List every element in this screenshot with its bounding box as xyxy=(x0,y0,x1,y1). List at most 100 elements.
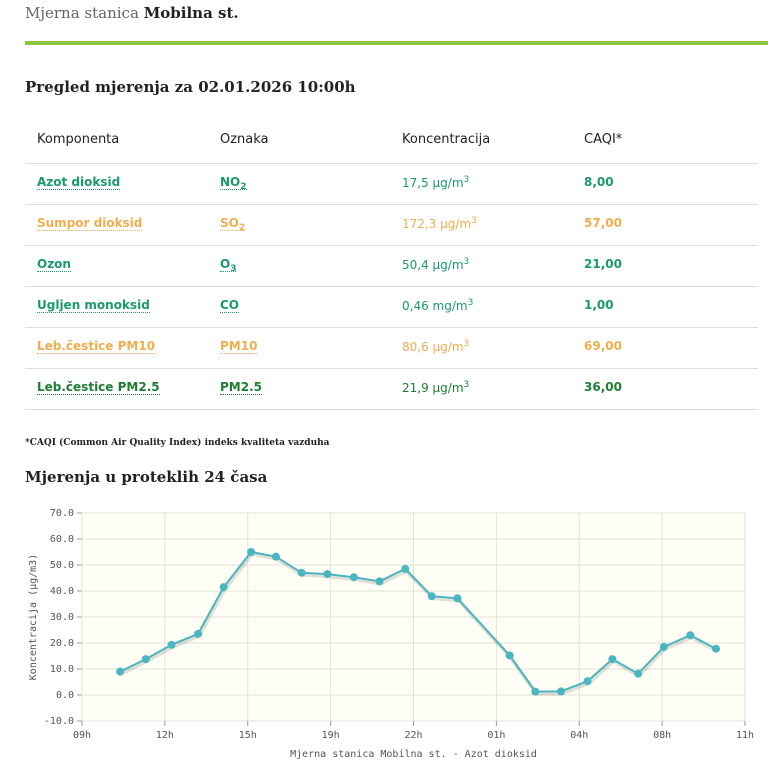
y-tick-label: 70.0 xyxy=(50,508,74,519)
point xyxy=(453,594,462,603)
y-tick-label: 30.0 xyxy=(50,612,74,623)
row-border xyxy=(25,368,758,369)
cell-symbol[interactable]: PM2.5 xyxy=(220,380,262,395)
row-border xyxy=(25,245,758,246)
symbol-sub: 3 xyxy=(230,264,237,274)
y-tick-label: 0.0 xyxy=(56,690,74,701)
x-tick-label: 15h xyxy=(239,730,257,741)
x-tick-label: 12h xyxy=(156,730,174,741)
header-prefix: Mjerna stanica xyxy=(25,4,139,22)
row-border xyxy=(25,409,758,410)
symbol-link: PM2.5 xyxy=(220,380,262,395)
point xyxy=(505,651,514,660)
name-link: Sumpor dioksid xyxy=(37,216,143,231)
point xyxy=(583,677,592,686)
name-link: Azot dioksid xyxy=(37,175,121,190)
concentration-sup: 3 xyxy=(467,298,474,308)
point xyxy=(531,687,540,696)
cell-concentration: 21,9 μg/m3 xyxy=(402,380,469,395)
cell-symbol[interactable]: PM10 xyxy=(220,339,258,354)
cell-caqi: 57,00 xyxy=(584,216,622,230)
overview-title: Pregled mjerenja za 02.01.2026 10:00h xyxy=(25,78,356,96)
point xyxy=(401,564,410,573)
cell-caqi: 8,00 xyxy=(584,175,614,189)
cell-name[interactable]: Leb.čestice PM2.5 xyxy=(37,380,160,395)
symbol-link: SO2 xyxy=(220,216,246,233)
row-border xyxy=(25,286,758,287)
point xyxy=(167,640,176,649)
cell-caqi: 1,00 xyxy=(584,298,614,312)
point xyxy=(323,570,332,579)
y-tick-label: 50.0 xyxy=(50,560,74,571)
y-tick-label: 60.0 xyxy=(50,534,74,545)
concentration-sup: 3 xyxy=(463,339,470,349)
y-tick-label: 20.0 xyxy=(50,638,74,649)
point xyxy=(247,548,256,556)
chart: -10.0 0.0 10.0 20.0 30.0 40.0 50.0 60.0 70.0 09h 1… xyxy=(28,508,754,760)
cell-concentration: 172,3 μg/m3 xyxy=(402,216,477,231)
point xyxy=(116,667,125,676)
symbol: SO xyxy=(220,216,239,230)
table-header: Koncentracija xyxy=(402,132,491,147)
point xyxy=(271,552,280,561)
x-tick-label: 19h xyxy=(322,730,340,741)
concentration: 17,5 μg/m xyxy=(402,176,464,190)
cell-name[interactable]: Ugljen monoksid xyxy=(37,298,150,313)
point xyxy=(634,669,643,678)
cell-name[interactable]: Ozon xyxy=(37,257,71,272)
name-link: Ugljen monoksid xyxy=(37,298,150,313)
cell-name[interactable]: Azot dioksid xyxy=(37,175,121,190)
cell-caqi: 36,00 xyxy=(584,380,622,394)
name-link: Leb.čestice PM10 xyxy=(37,339,156,354)
x-tick-label: 01h xyxy=(487,730,505,741)
table-header: Komponenta xyxy=(37,132,120,147)
cell-caqi: 69,00 xyxy=(584,339,622,353)
x-axis-label: Mjerna stanica Mobilna st. - Azot dioksi… xyxy=(290,749,537,760)
point xyxy=(557,687,566,696)
point xyxy=(297,568,306,577)
y-axis-label: Koncentracija (μg/m3) xyxy=(28,554,39,680)
symbol-sub: 2 xyxy=(238,223,246,233)
point xyxy=(194,629,203,638)
symbol-link: PM10 xyxy=(220,339,258,354)
header: Mjerna stanica Mobilna st. xyxy=(25,4,239,22)
cell-name[interactable]: Sumpor dioksid xyxy=(37,216,143,231)
cell-concentration: 0,46 mg/m3 xyxy=(402,298,473,313)
concentration-sup: 3 xyxy=(471,216,477,226)
cell-concentration: 17,5 μg/m3 xyxy=(402,175,469,190)
concentration: 172,3 μg/m xyxy=(402,217,472,231)
cell-symbol[interactable]: CO xyxy=(220,298,240,313)
x-tick-label: 11h xyxy=(736,730,754,741)
point xyxy=(427,592,436,601)
symbol: PM2.5 xyxy=(220,380,262,394)
cell-symbol[interactable]: NO2 xyxy=(220,175,247,192)
y-tick-label: -10.0 xyxy=(44,716,74,727)
cell-caqi: 21,00 xyxy=(584,257,622,271)
concentration: 80,6 μg/m xyxy=(402,340,464,354)
table-header: Oznaka xyxy=(220,132,269,147)
concentration: 21,9 μg/m xyxy=(402,381,464,395)
symbol-link: NO2 xyxy=(220,175,247,192)
concentration-sup: 3 xyxy=(463,380,470,390)
point xyxy=(219,583,228,592)
point xyxy=(711,644,720,653)
symbol: CO xyxy=(220,298,240,312)
concentration-sup: 3 xyxy=(463,175,470,185)
cell-symbol[interactable]: O3 xyxy=(220,257,237,274)
name-link: Leb.čestice PM2.5 xyxy=(37,380,160,395)
symbol-sub: 2 xyxy=(240,182,247,192)
cell-symbol[interactable]: SO2 xyxy=(220,216,246,233)
concentration: 50,4 μg/m xyxy=(402,258,464,272)
point xyxy=(659,642,668,651)
table-header: CAQI* xyxy=(584,132,623,147)
row-border xyxy=(25,327,758,328)
concentration: 0,46 mg/m xyxy=(402,299,468,313)
name-link: Ozon xyxy=(37,257,71,272)
symbol-link: CO xyxy=(220,298,240,313)
header-station: Mobilna st. xyxy=(143,4,239,22)
symbol: PM10 xyxy=(220,339,258,353)
cell-concentration: 80,6 μg/m3 xyxy=(402,339,469,354)
cell-name[interactable]: Leb.čestice PM10 xyxy=(37,339,156,354)
symbol: NO xyxy=(220,175,241,189)
